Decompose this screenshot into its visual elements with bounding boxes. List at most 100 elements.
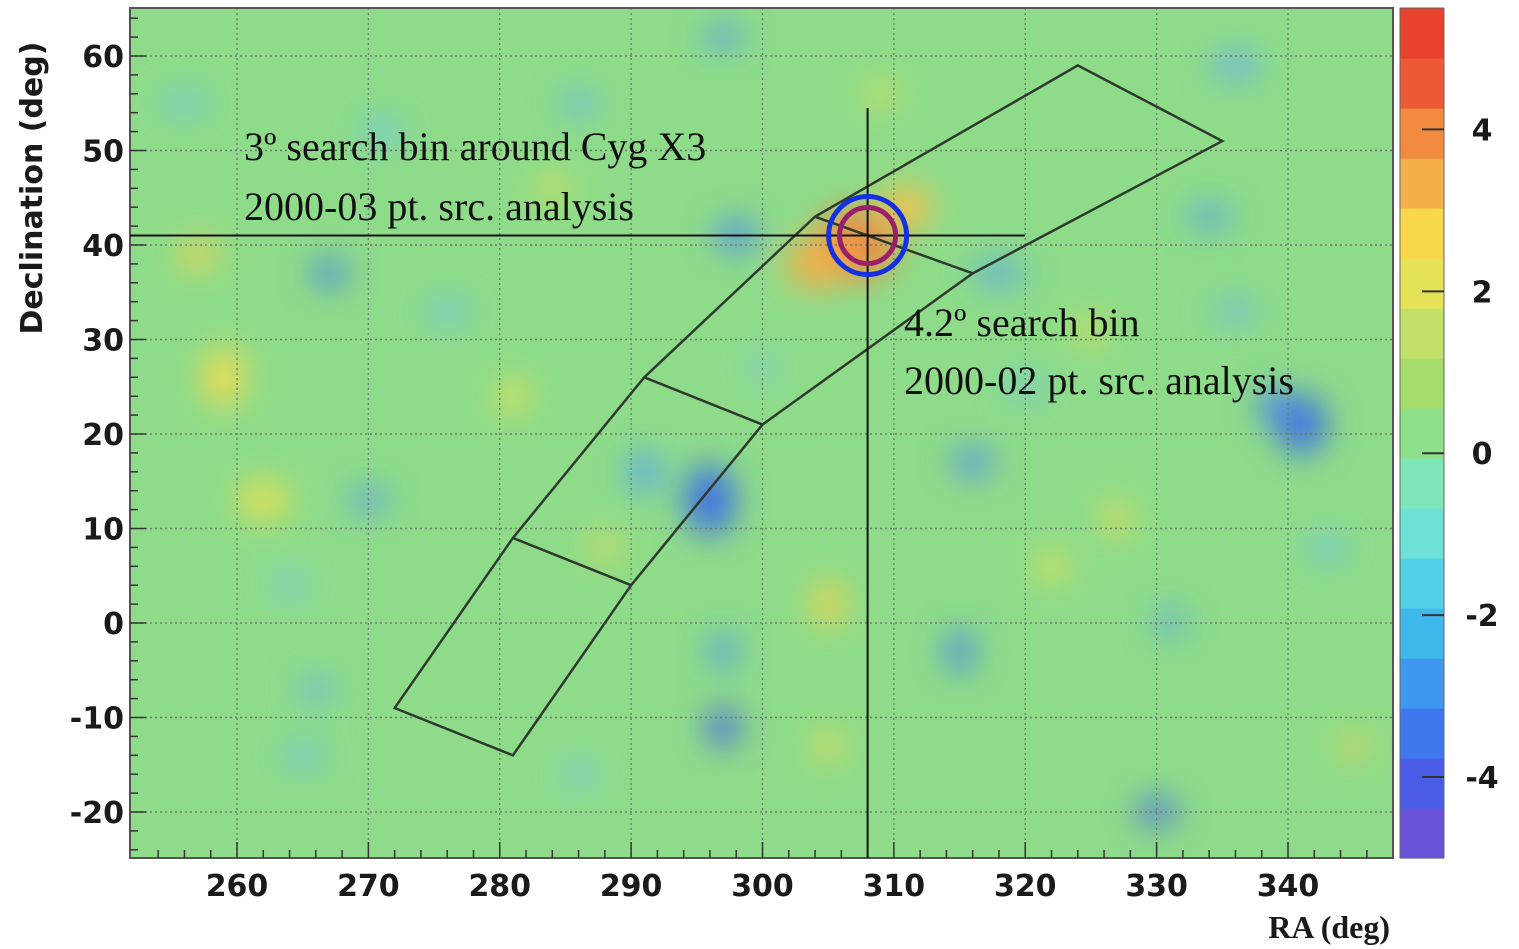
colorbar-band	[1400, 808, 1444, 859]
heatmap-blob	[359, 119, 404, 144]
colorbar-band	[1400, 558, 1444, 609]
colorbar-tick-label: 0	[1472, 437, 1493, 472]
heatmap-area	[130, 8, 1393, 858]
heatmap-blob	[950, 448, 995, 477]
colorbar-band	[1400, 258, 1444, 309]
heatmap-blob	[590, 535, 619, 560]
heatmap-blob	[748, 355, 777, 380]
heatmap-blob	[237, 480, 290, 521]
heatmap-blob	[271, 573, 308, 598]
colorbar-band	[1400, 408, 1444, 459]
search-bin-3-circle	[837, 205, 899, 267]
search-bin-4-2-circle	[826, 194, 910, 278]
x-tick-label: 310	[863, 869, 926, 904]
band-divider	[643, 376, 763, 426]
heatmap-blob	[536, 176, 569, 201]
heatmap-blob	[310, 259, 347, 288]
colorbar-tick-label: 4	[1472, 113, 1493, 148]
heatmap-blob	[494, 380, 531, 413]
y-axis-ticks: -20 -10 0 10 20 30 40 50 60	[70, 40, 124, 831]
heatmap-blob	[1309, 533, 1346, 562]
heatmap-blob	[560, 762, 597, 787]
y-tick-label: 20	[82, 418, 124, 453]
colorbar-band	[1400, 758, 1444, 809]
y-tick-label: 60	[82, 40, 124, 75]
heatmap-blob	[812, 733, 845, 758]
heatmap-blob	[1256, 387, 1293, 424]
heatmap-blob	[1339, 733, 1368, 758]
colorbar-ticks: -4 -2 0 2 4	[1422, 113, 1499, 796]
band-divider	[512, 536, 632, 587]
heatmap-blob	[1035, 552, 1068, 581]
heatmap-blob	[280, 743, 325, 768]
y-tick-label: 0	[103, 607, 124, 642]
heatmap-blobs	[162, 25, 1368, 826]
heatmap-blob	[1074, 318, 1107, 343]
heatmap-blob	[201, 347, 246, 408]
heatmap-blob	[683, 464, 736, 537]
colorbar-tick-label: 2	[1472, 275, 1493, 310]
y-tick-label: 50	[82, 135, 124, 170]
annotation-2-line-1: 4.2º search bin	[904, 300, 1140, 345]
heatmap-blob	[348, 488, 389, 513]
x-tick-label: 260	[206, 869, 269, 904]
x-axis-title: RA (deg)	[1268, 909, 1390, 945]
y-tick-label: 30	[82, 324, 124, 359]
x-axis-ticks: 260 270 280 290 300 310 320 330 340	[206, 869, 1320, 904]
x-tick-label: 280	[468, 869, 531, 904]
colorbar-tick-label: -4	[1465, 761, 1498, 796]
band-outline	[392, 64, 1225, 757]
x-tick-label: 270	[337, 869, 400, 904]
colorbar-band	[1400, 108, 1444, 159]
colorbar-band	[1400, 308, 1444, 359]
y-tick-label: 40	[82, 229, 124, 264]
grid	[130, 8, 1393, 858]
x-tick-label: 320	[994, 869, 1057, 904]
colorbar-band	[1400, 358, 1444, 409]
annotation-1-line-1: 3º search bin around Cyg X3	[244, 124, 706, 169]
annotation-1-line-2: 2000-03 pt. src. analysis	[244, 184, 634, 229]
annotation-2-line-2: 2000-02 pt. src. analysis	[904, 358, 1294, 403]
heatmap-blob	[626, 451, 663, 492]
y-tick-label: -20	[70, 796, 124, 831]
y-axis-title: Declination (deg)	[15, 42, 50, 335]
colorbar: -4 -2 0 2 4	[1399, 7, 1499, 859]
y-tick-label: -10	[70, 702, 124, 737]
colorbar-band	[1400, 208, 1444, 259]
heatmap-blob	[707, 706, 740, 747]
x-tick-label: 290	[600, 869, 663, 904]
heatmap-blob	[560, 91, 597, 116]
heatmap-blob	[1187, 204, 1232, 229]
heatmap-blob	[972, 261, 1025, 286]
heatmap-blob	[162, 91, 207, 116]
heatmap-blob	[709, 633, 738, 670]
colorbar-tick-label: -2	[1465, 599, 1498, 634]
heatmap-blob	[1211, 51, 1260, 80]
x-tick-label: 340	[1257, 869, 1320, 904]
heatmap-blob	[1213, 299, 1258, 324]
colorbar-frame	[1399, 7, 1445, 859]
heatmap-blob	[703, 25, 744, 50]
heatmap-blob	[812, 580, 845, 629]
x-tick-label: 300	[731, 869, 794, 904]
heatmap-blob	[866, 81, 895, 106]
heatmap-blob	[1153, 611, 1186, 635]
plot-frame	[129, 7, 1394, 859]
colorbar-bands	[1400, 8, 1444, 859]
colorbar-band	[1400, 158, 1444, 209]
colorbar-band	[1400, 508, 1444, 559]
heatmap-blob	[1007, 374, 1044, 399]
heatmap-blob	[179, 238, 216, 271]
y-tick-label: 10	[82, 513, 124, 548]
heatmap-blob	[1103, 503, 1132, 536]
heatmap-blob	[945, 629, 974, 674]
colorbar-band	[1400, 708, 1444, 759]
colorbar-band	[1400, 58, 1444, 109]
colorbar-band	[1400, 658, 1444, 709]
colorbar-band	[1400, 608, 1444, 659]
heatmap-blob	[425, 299, 470, 324]
colorbar-band	[1400, 458, 1444, 509]
x-tick-label: 330	[1125, 869, 1188, 904]
heatmap-background	[130, 8, 1393, 858]
